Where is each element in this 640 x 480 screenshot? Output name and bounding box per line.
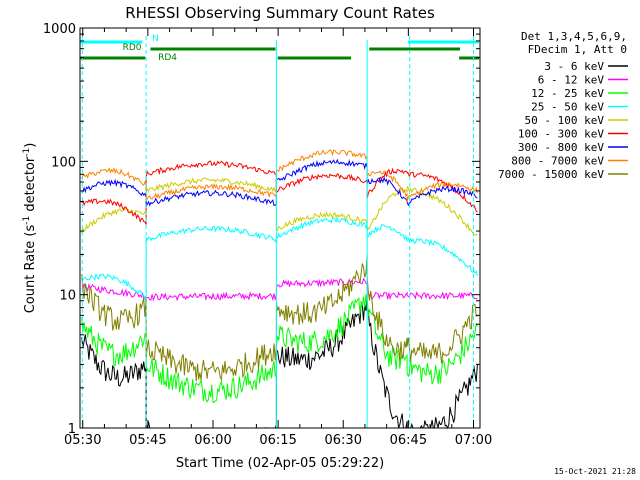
legend-entry-label: 800 - 7000 keV [511,155,604,168]
chart-title: RHESSI Observing Summary Count Rates [125,4,435,22]
series-line-5 [81,160,478,225]
legend-entry-label: 50 - 100 keV [525,114,605,127]
series-line-8 [81,254,478,382]
legend-entry-label: 7000 - 15000 keV [498,168,604,181]
y-axis-label: Count Rate (s-1 detector-1) [22,143,38,314]
x-tick-label: 05:30 [64,433,101,448]
series-line-7 [81,149,478,202]
legend: Det 1,3,4,5,6,9,FDecim 1, Att 0 3 - 6 keV… [498,30,628,181]
flag-label-rd0: RD0 [123,43,142,53]
plot-frame [79,27,481,429]
legend-header-line: FDecim 1, Att 0 [528,43,627,56]
legend-entry-label: 300 - 800 keV [518,141,604,154]
y-tick-label: 10 [59,289,76,304]
legend-entry-label: 3 - 6 keV [544,60,604,73]
flag-label-rd4: RD4 [158,53,177,63]
flag-label-n: N [152,34,159,44]
series-line-4 [81,177,478,236]
series-line-3 [81,216,478,300]
y-axis-label-end: ) [23,143,38,148]
x-tick-label: 06:15 [259,433,296,448]
axes-layer: 05:30 05:45 06:00 06:15 06:30 06:45 07:00 1 10 10… [43,22,492,448]
x-tick-label: 05:45 [129,433,166,448]
x-tick-label: 06:00 [194,433,231,448]
legend-entry-label: 100 - 300 keV [518,128,604,141]
series-line-6 [81,158,478,208]
boundary-lines-layer [81,36,474,428]
x-tick-label: 06:45 [390,433,427,448]
flag-bars-layer: N RD0 RD4 [80,34,480,63]
y-axis-label-tail: detector [23,156,38,216]
x-axis-label: Start Time (02-Apr-05 05:29:22) [176,456,384,471]
y-axis-label-main: Count Rate (s [23,225,38,314]
footer-timestamp: 15-Oct-2021 21:28 [554,467,636,476]
x-tick-label: 07:00 [455,433,492,448]
y-tick-label: 1000 [43,22,76,37]
legend-entry-label: 6 - 12 keV [538,74,605,87]
y-tick-label: 100 [51,155,76,170]
y-axis-label-superscript: -1 [22,216,32,225]
legend-entry-label: 12 - 25 keV [531,87,604,100]
y-axis-label-superscript-2: -1 [22,148,32,157]
x-tick-label: 06:30 [325,433,362,448]
y-tick-label: 1 [68,422,76,437]
legend-header-line: Det 1,3,4,5,6,9, [521,30,627,43]
series-line-1 [81,277,478,302]
legend-entry-label: 25 - 50 keV [531,101,604,114]
